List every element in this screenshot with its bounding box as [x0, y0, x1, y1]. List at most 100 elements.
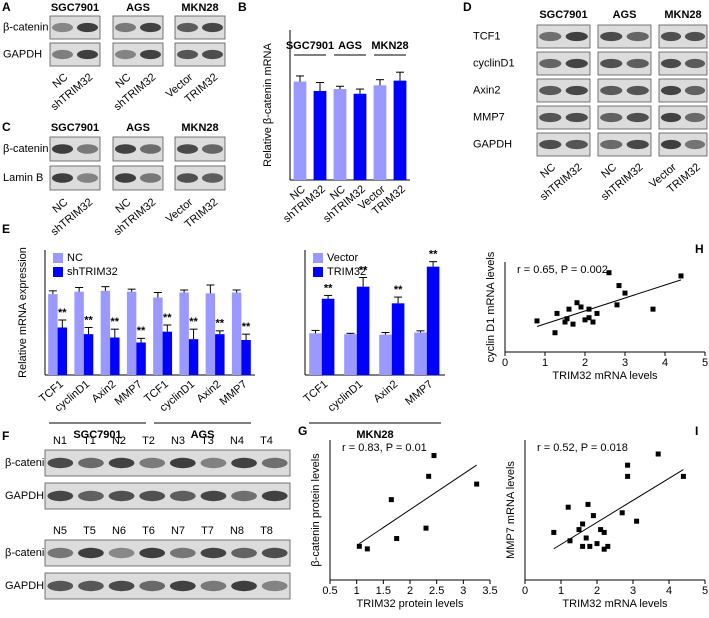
blot-frame	[536, 24, 591, 49]
band	[77, 49, 98, 60]
point	[619, 510, 625, 516]
band	[684, 31, 706, 42]
blot-group: SGC7901	[51, 122, 99, 134]
significance: **	[359, 264, 368, 276]
legend-label: Vector	[327, 252, 359, 264]
panel-letter: H	[695, 242, 704, 256]
point	[614, 302, 620, 308]
blot-group: AGS	[126, 122, 150, 134]
significance: **	[429, 249, 438, 261]
y-axis-label: β-catenin protein levels	[310, 453, 322, 567]
point	[552, 330, 558, 336]
x-tick-label: 4	[662, 357, 668, 369]
bar	[100, 290, 111, 375]
lane-label: N7	[171, 525, 185, 537]
band	[600, 112, 623, 123]
band	[539, 85, 562, 96]
point	[474, 481, 480, 487]
blot-row-label: GAPDH	[473, 138, 512, 150]
band	[115, 22, 136, 33]
panel-letter: A	[2, 0, 11, 14]
point	[564, 316, 570, 322]
bar	[215, 334, 225, 375]
band	[539, 139, 562, 150]
fit-line	[553, 469, 684, 550]
band	[139, 547, 166, 559]
band	[108, 547, 135, 559]
band	[202, 22, 223, 33]
blot-group: MKN28	[181, 122, 218, 134]
band	[565, 112, 588, 123]
bar	[353, 93, 367, 180]
band	[626, 31, 649, 42]
point	[582, 317, 588, 323]
band	[231, 457, 257, 469]
band	[565, 58, 588, 69]
blot-frame	[597, 105, 652, 130]
x-tick-label: MMP7	[403, 378, 435, 408]
panel-letter: B	[238, 0, 247, 14]
bar	[379, 334, 392, 375]
bar	[344, 334, 357, 375]
blot-frame	[597, 24, 652, 49]
band	[202, 49, 223, 60]
band	[177, 144, 198, 154]
panel-letter: F	[2, 429, 9, 443]
band	[77, 173, 98, 183]
blot-frame	[536, 132, 591, 157]
legend-label: shTRIM32	[67, 266, 118, 278]
point	[565, 504, 571, 510]
blot-row-label: GAPDH	[5, 490, 44, 502]
blot-group: AGS	[613, 9, 637, 21]
point	[567, 538, 573, 544]
band	[140, 49, 161, 60]
point	[587, 543, 593, 549]
band	[47, 490, 74, 502]
bar	[356, 286, 370, 375]
point	[655, 451, 661, 457]
lane-label: N8	[230, 525, 244, 537]
band	[261, 547, 288, 559]
band	[140, 144, 161, 154]
band	[261, 580, 288, 592]
blot-frame	[597, 132, 652, 157]
bar	[313, 90, 327, 180]
blot-row-label: GAPDH	[3, 48, 42, 60]
bar	[179, 292, 189, 375]
point	[590, 319, 596, 325]
band	[231, 547, 257, 559]
bar	[126, 291, 137, 375]
band	[626, 58, 649, 69]
blot-frame	[536, 78, 591, 103]
band	[177, 22, 198, 33]
panel-letter: D	[463, 0, 472, 14]
band	[140, 22, 161, 33]
significance: **	[163, 312, 172, 324]
x-tick-label: 1	[354, 585, 360, 597]
band	[78, 547, 104, 559]
band	[169, 457, 196, 469]
band	[660, 139, 682, 150]
band	[115, 144, 136, 154]
point	[423, 525, 429, 531]
point	[388, 497, 394, 503]
blot-frame	[658, 78, 708, 103]
annotation: r = 0.65, P = 0.002	[517, 264, 608, 276]
blot-frame	[112, 15, 164, 40]
bar	[136, 342, 146, 375]
x-axis-label: TRIM32 mRNA levels	[552, 370, 658, 382]
band	[660, 31, 682, 42]
point	[576, 527, 582, 533]
bar	[241, 340, 251, 375]
blot-row-label: Axin2	[473, 84, 501, 96]
x-tick-label: 3.5	[482, 585, 497, 597]
legend-label: NC	[67, 252, 83, 264]
band	[626, 85, 649, 96]
blot-row-label: TCF1	[473, 30, 501, 42]
blot-row-label: cyclinD1	[473, 57, 515, 69]
band	[684, 58, 706, 69]
lane-label: N3	[171, 435, 185, 447]
panel-letter: G	[298, 424, 307, 438]
bar	[48, 294, 58, 375]
